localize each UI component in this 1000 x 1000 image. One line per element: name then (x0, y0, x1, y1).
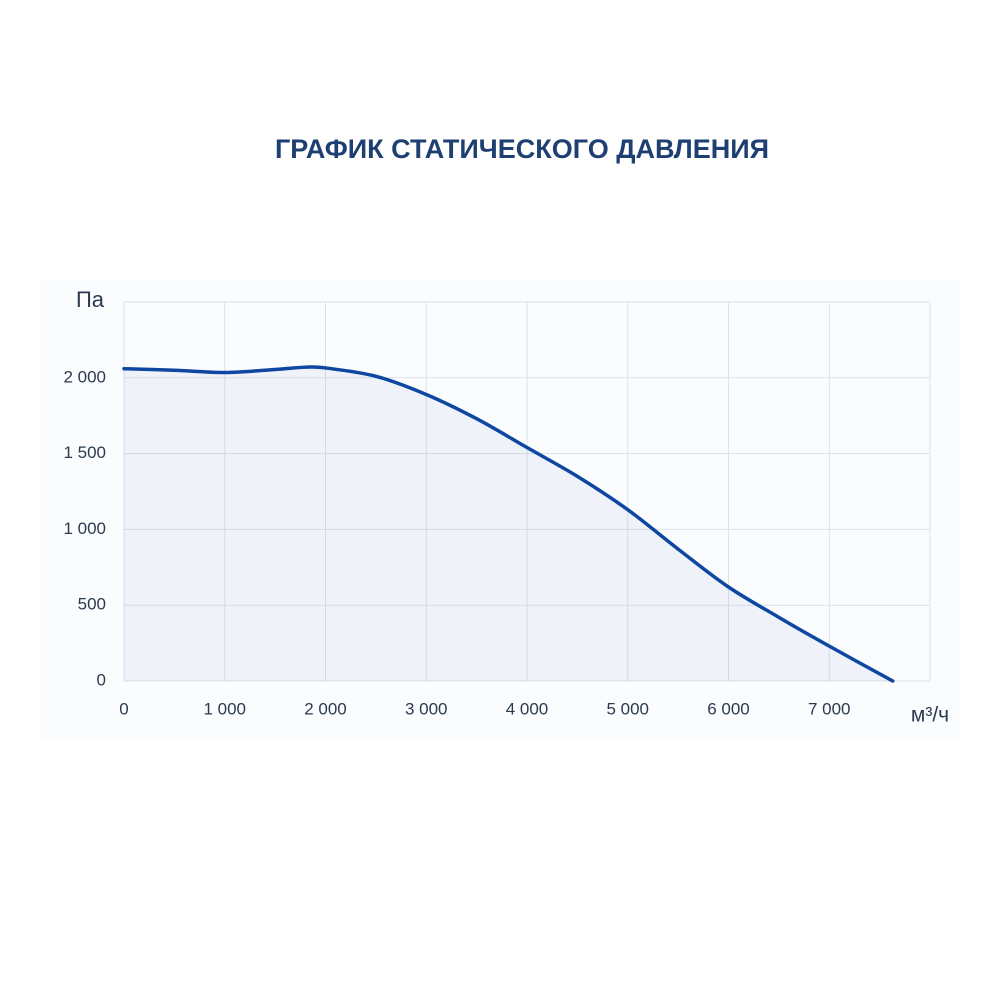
x-tick-label: 5 000 (606, 699, 649, 718)
x-axis-label: м³/ч (911, 704, 949, 727)
chart-title: ГРАФИК СТАТИЧЕСКОГО ДАВЛЕНИЯ (275, 134, 769, 164)
x-tick-label: 0 (119, 699, 128, 718)
y-tick-label: 500 (78, 595, 106, 614)
area (124, 366, 893, 681)
x-tick-label: 7 000 (808, 699, 851, 718)
x-tick-label: 3 000 (405, 699, 448, 718)
x-tick-label: 1 000 (203, 699, 246, 718)
x-tick-label: 4 000 (506, 699, 549, 718)
x-tick-label: 6 000 (707, 699, 750, 718)
line (122, 365, 895, 683)
y-tick-label: 2 000 (63, 367, 106, 386)
y-tick-label: 0 (97, 670, 106, 689)
x-tick-label: 2 000 (304, 699, 347, 718)
y-tick-label: 1 000 (63, 519, 106, 538)
chart-background (40, 280, 960, 740)
y-axis-label: Па (76, 287, 105, 312)
y-tick-label: 1 500 (63, 443, 106, 462)
